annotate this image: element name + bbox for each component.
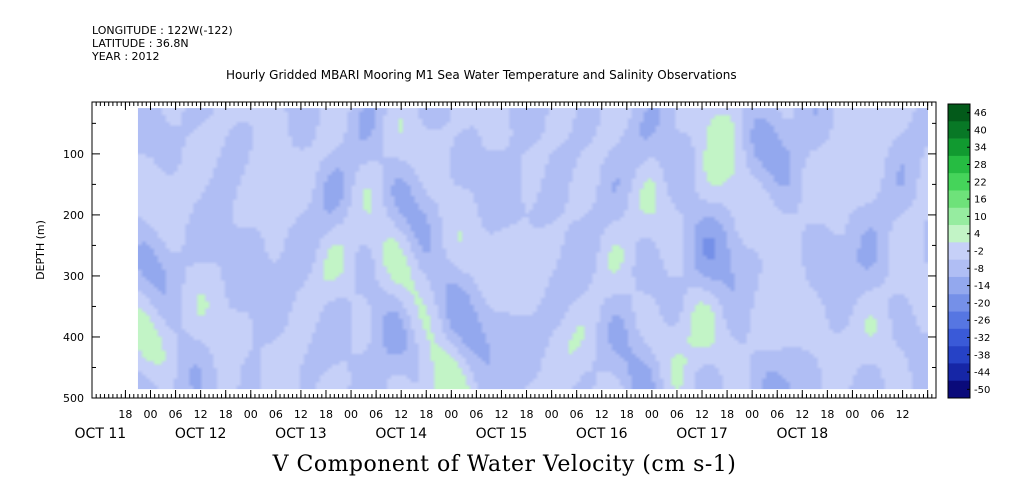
- colorbar-label: -26: [974, 316, 990, 327]
- colorbar-label: -8: [974, 264, 984, 275]
- x-hour-tick-label: 00: [344, 408, 358, 421]
- x-day-label: OCT 12: [175, 426, 227, 442]
- metadata-block: LONGITUDE : 122W(-122) LATITUDE : 36.8N …: [92, 24, 233, 63]
- year-label: YEAR : 2012: [92, 50, 160, 63]
- x-hour-tick-label: 12: [695, 408, 709, 421]
- x-hour-tick-label: 06: [871, 408, 885, 421]
- colorbar-label: 46: [974, 108, 987, 119]
- x-hour-tick-label: 18: [720, 408, 734, 421]
- colorbar-swatch: [948, 311, 970, 330]
- colorbar-swatch: [948, 104, 970, 122]
- x-hour-tick-label: 00: [444, 408, 458, 421]
- colorbar-label: -50: [974, 385, 990, 396]
- x-day-label: OCT 13: [275, 426, 327, 442]
- x-day-label: OCT 16: [576, 426, 628, 442]
- x-hour-tick-label: 06: [570, 408, 584, 421]
- colorbar-swatch: [948, 225, 970, 243]
- colorbar-swatch: [948, 346, 970, 364]
- heatmap-image: [137, 108, 928, 390]
- colorbar-swatch: [948, 259, 970, 278]
- x-hour-tick-label: 06: [369, 408, 383, 421]
- x-hour-tick-label: 18: [118, 408, 132, 421]
- plot-axes: 18 00 06 12 18 00 06 12 18 00 06 12 18 00 06 12 18 00 06 12…: [34, 101, 937, 442]
- x-hour-tick-label: 00: [745, 408, 759, 421]
- latitude-label: LATITUDE : 36.8N: [92, 37, 189, 50]
- colorbar-swatch: [948, 190, 970, 209]
- variable-caption: V Component of Water Velocity (cm s-1): [272, 452, 737, 477]
- y-tick-label: 100: [63, 148, 84, 161]
- colorbar-swatch: [948, 173, 970, 191]
- x-hour-tick-label: 00: [645, 408, 659, 421]
- x-day-label: OCT 11: [75, 426, 127, 442]
- colorbar-swatch: [948, 138, 970, 157]
- colorbar-label: 22: [974, 177, 987, 188]
- x-hour-tick-label: 00: [845, 408, 859, 421]
- colorbar-swatch: [948, 207, 970, 226]
- x-hour-tick-label: 00: [545, 408, 559, 421]
- x-hour-tick-label: 18: [419, 408, 433, 421]
- x-hour-tick-label: 00: [143, 408, 157, 421]
- colorbar-label: 34: [974, 143, 987, 154]
- x-hour-tick-label: 06: [670, 408, 684, 421]
- colorbar-swatch: [948, 242, 970, 260]
- colorbar-swatch: [948, 276, 970, 295]
- x-hour-tick-label: 18: [520, 408, 534, 421]
- x-hour-tick-label: 12: [294, 408, 308, 421]
- x-hour-tick-label: 12: [795, 408, 809, 421]
- x-hour-tick-label: 18: [319, 408, 333, 421]
- y-axis-label: DEPTH (m): [34, 220, 47, 280]
- x-hour-tick-label: 12: [896, 408, 910, 421]
- y-tick-label: 300: [63, 270, 84, 283]
- x-day-label: OCT 17: [676, 426, 728, 442]
- x-day-label: OCT 15: [476, 426, 528, 442]
- colorbar-label: -20: [974, 298, 990, 309]
- colorbar-swatch: [948, 294, 970, 312]
- x-hour-tick-label: 12: [595, 408, 609, 421]
- y-tick-label: 400: [63, 331, 84, 344]
- y-tick-label: 200: [63, 209, 84, 222]
- x-hour-tick-label: 00: [244, 408, 258, 421]
- x-hour-tick-label: 12: [394, 408, 408, 421]
- x-hour-tick-label: 06: [169, 408, 183, 421]
- colorbar-label: -32: [974, 333, 990, 344]
- colorbar-swatch: [948, 155, 970, 174]
- x-hour-tick-label: 18: [219, 408, 233, 421]
- x-hour-tick-label: 06: [469, 408, 483, 421]
- colorbar-label: 16: [974, 195, 987, 206]
- y-tick-label: 500: [63, 392, 84, 405]
- chart-title: Hourly Gridded MBARI Mooring M1 Sea Wate…: [226, 68, 737, 82]
- x-hour-tick-label: 12: [194, 408, 208, 421]
- colorbar-label: -44: [974, 368, 990, 379]
- colorbar-swatch: [948, 121, 970, 139]
- x-day-label: OCT 14: [375, 426, 427, 442]
- colorbar-label: 28: [974, 160, 987, 171]
- colorbar-label: -2: [974, 247, 984, 258]
- heatmap-field: [137, 108, 928, 390]
- colorbar-label: -14: [974, 281, 990, 292]
- colorbar-label: 10: [974, 212, 987, 223]
- x-hour-tick-label: 18: [820, 408, 834, 421]
- x-hour-tick-label: 06: [269, 408, 283, 421]
- colorbar-label: -38: [974, 350, 990, 361]
- colorbar-swatch: [948, 328, 970, 347]
- x-hour-tick-label: 18: [620, 408, 634, 421]
- x-hour-tick-label: 06: [770, 408, 784, 421]
- x-day-label: OCT 18: [776, 426, 828, 442]
- longitude-label: LONGITUDE : 122W(-122): [92, 24, 233, 37]
- colorbar-label: 4: [974, 229, 980, 240]
- colorbar-label: 40: [974, 125, 987, 136]
- colorbar-swatch: [948, 363, 970, 382]
- x-hour-tick-label: 12: [494, 408, 508, 421]
- colorbar: 46 40 34 28 22 16 10 4 -2 -8 -14 -20 -26 -32 -38 -44 -50: [947, 103, 990, 399]
- colorbar-swatch: [948, 380, 970, 399]
